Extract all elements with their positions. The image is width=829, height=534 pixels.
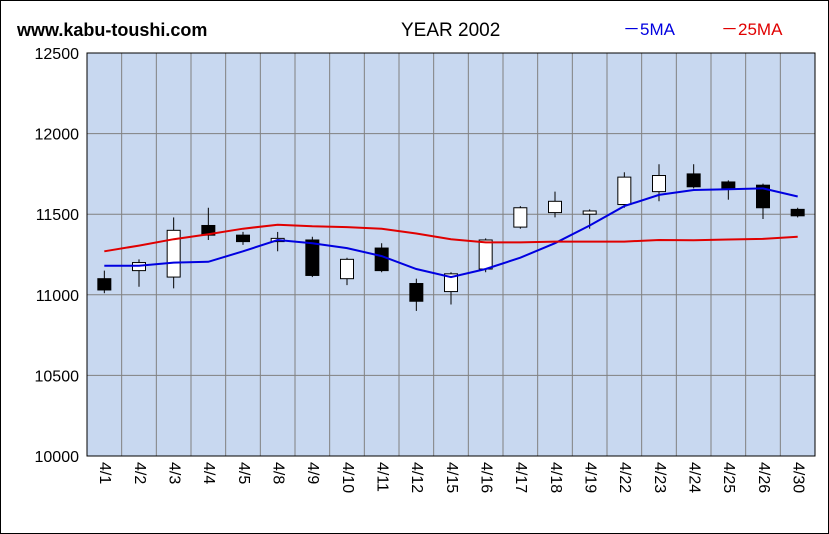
x-tick-label: 4/17 <box>512 462 529 493</box>
candle-down <box>97 278 112 291</box>
candle-up <box>166 229 181 278</box>
candle-up <box>478 239 493 270</box>
candle-down <box>374 247 389 272</box>
x-tick-label: 4/23 <box>651 462 668 493</box>
candle-down <box>305 239 320 276</box>
x-tick-label: 4/1 <box>96 462 113 484</box>
y-tick-label: 12000 <box>35 127 80 144</box>
legend-25ma: －25MA <box>721 20 783 39</box>
chart-title: YEAR 2002 <box>401 20 500 41</box>
x-tick-label: 4/2 <box>131 462 148 484</box>
x-tick-label: 4/24 <box>685 462 702 493</box>
y-tick-label: 11000 <box>36 288 79 305</box>
plot-border <box>86 52 816 457</box>
y-tick-label: 10500 <box>35 368 80 385</box>
x-tick-label: 4/26 <box>755 462 772 493</box>
y-tick-label: 12500 <box>35 46 80 63</box>
candle-up <box>444 273 458 293</box>
x-tick-label: 4/4 <box>200 462 217 484</box>
x-tick-label: 4/18 <box>547 462 564 493</box>
x-tick-label: 4/5 <box>235 462 252 484</box>
candle-up <box>340 258 354 280</box>
x-tick-label: 4/10 <box>339 462 356 493</box>
ma-line-25ma <box>104 223 798 253</box>
x-tick-label: 4/8 <box>269 462 286 484</box>
candle-down <box>409 283 424 302</box>
x-tick-label: 4/9 <box>304 462 321 484</box>
x-tick-label: 4/12 <box>408 462 425 493</box>
candle-up <box>513 207 528 228</box>
y-tick-label: 11500 <box>36 207 79 224</box>
candle-up <box>548 200 562 214</box>
x-tick-label: 4/3 <box>165 462 182 484</box>
ma-line-5ma <box>104 187 798 279</box>
candle-down <box>790 208 805 217</box>
candle-down <box>686 173 701 188</box>
candle-up <box>652 175 666 193</box>
legend-5ma: －5MA <box>623 20 676 39</box>
x-tick-label: 4/11 <box>373 462 390 492</box>
plot-background <box>87 53 815 456</box>
site-title: www.kabu-toushi.com <box>16 20 207 40</box>
candle-down <box>236 234 250 243</box>
candle-down <box>721 181 736 189</box>
candle-up <box>617 176 632 206</box>
x-tick-label: 4/25 <box>720 462 737 493</box>
plot-area: 12500 12000 11500 11000 10500 10000 4/1 4/2 4/3 4… <box>35 46 816 493</box>
x-tick-label: 4/19 <box>581 462 598 493</box>
x-tick-label: 4/15 <box>443 462 460 493</box>
y-tick-label: 10000 <box>35 449 80 466</box>
x-tick-label: 4/16 <box>477 462 494 493</box>
candle-down <box>756 184 770 209</box>
x-tick-label: 4/22 <box>616 462 633 493</box>
candle-up <box>582 210 597 215</box>
x-tick-label: 4/30 <box>789 462 806 493</box>
